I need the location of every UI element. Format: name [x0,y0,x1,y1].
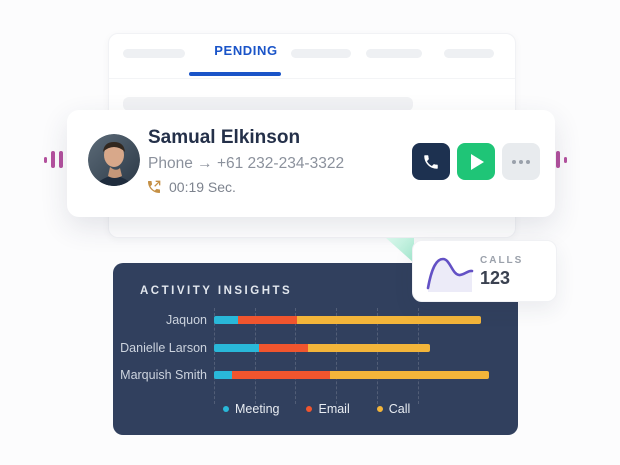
legend-label: Call [388,402,411,416]
bar-segment-meeting [214,316,239,324]
phone-icon [422,153,440,171]
play-button[interactable] [457,143,495,180]
bar-segment-call [330,371,489,379]
phone-label: Phone [148,155,193,172]
chart-row: Marquish Smith [120,367,489,383]
phone-arrow: → [197,155,213,172]
category-label: Marquish Smith [120,368,207,382]
contact-card: Samual Elkinson Phone → +61 232-234-3322… [67,110,555,217]
chart-legend: Meeting Email Call [223,402,410,416]
wave-dot [564,157,567,163]
stacked-bar [214,316,481,324]
bar-segment-meeting [214,371,233,379]
phone-number: +61 232-234-3322 [216,155,345,172]
stat-label: CALLS [480,255,524,266]
mint-triangle-decoration [386,238,414,263]
play-icon [471,153,484,170]
bar-segment-email [232,371,331,379]
gridline [376,308,378,404]
tab-pending[interactable]: PENDING [214,43,278,58]
wave-bar [556,151,560,168]
contact-name: Samual Elkinson [148,127,301,148]
gridline [336,308,338,404]
wave-bar [59,151,63,168]
wave-bar [51,151,55,168]
calls-stat-card: CALLS 123 [412,240,557,302]
call-duration: 00:19 Sec. [169,179,236,195]
stat-value: 123 [480,268,511,288]
chart-row: Jaquon [120,312,481,328]
gridline [417,308,419,404]
chart-title: ACTIVITY INSIGHTS [140,285,293,297]
chart-gridlines [214,308,459,404]
gridline [214,308,215,404]
legend-label: Meeting [235,402,280,416]
legend-dot [376,406,383,412]
calls-sparkline-icon [425,250,475,299]
stacked-bar [214,371,489,379]
bar-segment-email [258,344,308,352]
legend-dot [306,406,313,412]
bar-segment-call [307,344,430,352]
contact-phone: Phone → +61 232-234-3322 [148,155,344,173]
list-row-placeholder [123,97,413,111]
tab-placeholder-1[interactable] [123,49,185,58]
category-label: Jaquon [165,313,207,327]
outgoing-call-icon [146,179,162,195]
category-label: Danielle Larson [120,341,207,355]
active-tab-underline [189,72,281,76]
wave-dot [44,157,47,163]
tabs-divider [109,78,515,79]
legend-dot [223,406,229,412]
legend-label: Email [318,402,350,416]
gridline [254,308,256,404]
legend-item-email: Email [306,402,350,416]
gridline [295,308,297,404]
legend-item-call: Call [376,402,411,416]
tab-placeholder-2[interactable] [291,49,351,58]
bar-segment-call [297,316,481,324]
bar-segment-meeting [214,344,259,352]
stacked-bar [214,344,430,352]
call-button[interactable] [412,143,450,180]
ellipsis-icon [512,159,530,164]
call-duration-row: 00:19 Sec. [146,179,236,195]
chart-row: Danielle Larson [120,340,430,356]
more-button[interactable] [502,143,540,180]
legend-item-meeting: Meeting [223,402,279,416]
bar-segment-email [238,316,298,324]
activity-insights-card: ACTIVITY INSIGHTS Jaquon Danielle Larson M… [113,263,518,435]
tab-placeholder-4[interactable] [444,49,494,58]
tab-placeholder-3[interactable] [366,49,422,58]
avatar [88,134,140,186]
